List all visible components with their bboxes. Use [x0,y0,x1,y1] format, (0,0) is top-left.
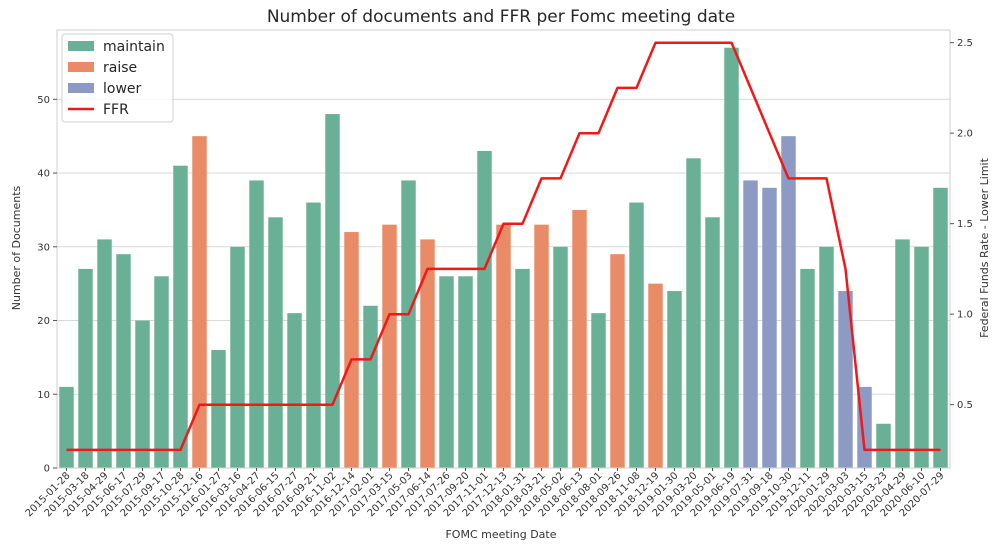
legend-label-FFR: FFR [103,102,129,118]
bar-2018-11-08 [629,202,644,468]
y2-tick-label: 2.5 [957,38,973,49]
legend-box [61,33,174,123]
ffr-line [66,41,941,452]
bar-2019-03-20 [686,158,701,468]
legend-label-maintain: maintain [103,39,165,55]
y2-tick-label: 1.0 [957,310,973,321]
bar-2017-09-20 [458,276,473,468]
bar-2015-06-17 [116,254,131,468]
bar-2019-06-19 [724,47,739,469]
bar-2020-04-29 [895,239,910,468]
y-axis-label: Number of Documents [10,185,23,310]
bar-2020-03-03 [838,291,853,468]
bar-2020-07-29 [933,187,948,468]
bar-2016-12-14 [344,232,359,468]
bar-2017-03-15 [382,224,397,468]
y2-axis-ticks: 0.5 1.0 1.5 2.0 2.5 [950,38,973,411]
bar-2018-03-21 [534,224,549,468]
bar-2015-01-28 [59,386,74,468]
legend-swatch-maintain [68,41,94,51]
bar-2018-06-13 [572,209,587,468]
y-tick-label: 0 [44,464,50,475]
y2-tick-label: 0.5 [957,400,973,411]
y2-tick-label: 2.0 [957,129,973,140]
bar-2015-07-29 [135,320,150,468]
bar-2020-06-10 [914,246,929,468]
legend-swatch-lower [68,83,94,93]
y2-axis-label: Federal Funds Rate - Lower Limit [978,157,991,338]
bar-2017-02-01 [363,305,378,468]
bar-2016-03-16 [230,246,245,468]
bar-2018-01-31 [515,268,530,468]
bar-2017-05-03 [401,180,416,468]
bar-2017-11-01 [477,150,492,468]
y-tick-label: 40 [37,169,50,180]
y2-tick-label: 1.5 [957,219,973,230]
bar-2019-07-31 [743,180,758,468]
bar-2019-12-11 [800,268,815,468]
bar-2016-09-21 [306,202,321,468]
bar-2015-12-16 [192,136,207,468]
legend-swatch-raise [68,62,94,72]
bar-2016-04-27 [249,180,264,468]
bar-2016-11-02 [325,114,340,468]
bar-2019-05-01 [705,217,720,468]
bars [59,47,948,469]
bar-2016-07-27 [287,313,302,468]
bar-2018-08-01 [591,313,606,468]
bar-2019-10-30 [781,136,796,468]
bar-2020-01-29 [819,246,834,468]
y-tick-label: 30 [37,242,50,253]
legend-label-raise: raise [103,60,137,76]
y-tick-label: 10 [37,390,50,401]
x-axis-ticks: 2015-01-282015-03-182015-04-292015-06-17… [24,468,947,519]
bar-2015-03-18 [78,268,93,468]
bar-2018-09-26 [610,254,625,468]
bar-2015-04-29 [97,239,112,468]
legend: maintain raise lower FFR [61,33,174,123]
y-tick-label: 50 [37,95,50,106]
legend-label-lower: lower [103,81,142,97]
bar-2016-01-27 [211,350,226,468]
x-axis-label: FOMC meeting Date [445,528,556,541]
bar-2019-01-30 [667,291,682,468]
bar-2018-05-02 [553,246,568,468]
y-axis-ticks: 0 10 20 30 40 50 [37,95,57,475]
chart-title: Number of documents and FFR per Fomc mee… [267,7,735,27]
bar-2016-06-15 [268,217,283,468]
ffr-line-group [66,41,941,452]
bar-2017-12-13 [496,224,511,468]
bar-2019-09-18 [762,187,777,468]
bar-2020-03-23 [876,423,891,468]
bar-2017-06-14 [420,239,435,468]
bar-2017-07-26 [439,276,454,468]
bar-2018-12-19 [648,283,663,468]
y-tick-label: 20 [37,316,50,327]
bar-2015-09-17 [154,276,169,468]
bar-2015-10-28 [173,165,188,469]
